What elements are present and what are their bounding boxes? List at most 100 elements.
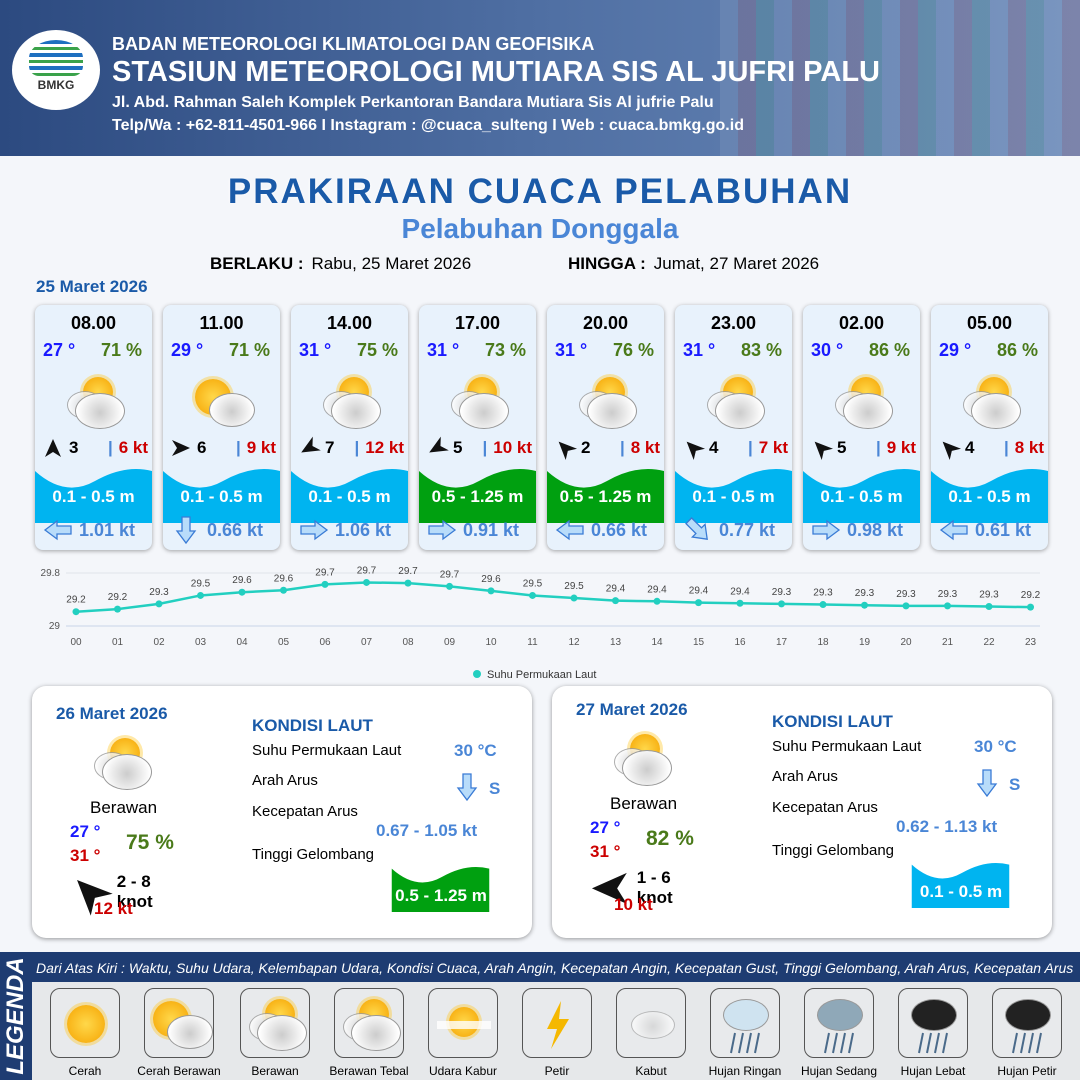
data-label: 29.4 [730,586,750,597]
weather-berawan-icon [610,730,678,790]
wind-speed: 2 [581,438,591,457]
data-point [529,591,536,599]
wind-speed: 5 [837,438,847,457]
x-tick-label: 03 [195,637,207,648]
data-label: 29.7 [440,569,460,580]
current-speed: 0.91 kt [463,519,520,540]
humidity: 76 % [612,340,654,360]
legend-item: Cerah Berawan [134,988,224,1078]
data-point [695,599,702,607]
gust: 9 kt [886,438,916,457]
legend-cerah-berawan-icon [144,988,214,1058]
temp-min: 27 ° [70,822,101,841]
gust: 6 kt [118,438,148,457]
humidity: 82 % [646,827,694,850]
y-tick-label: 29.8 [41,568,61,579]
air-temp: 29 ° [171,340,204,360]
cloud-icon [331,393,381,429]
data-label: 29.2 [66,595,86,606]
current-speed: 0.98 kt [847,519,904,540]
data-label: 29.6 [274,573,294,584]
current-speed: 0.77 kt [719,519,776,540]
forecast-card: 11.00 29 ° 71 % 6 | 9 kt 0.1 - 0.5 m 0.66 k… [163,305,280,550]
data-point [321,580,329,588]
x-tick-label: 22 [983,637,995,648]
x-tick-label: 14 [651,637,663,648]
x-tick-label: 04 [236,637,248,648]
wind: 4 | 8 kt [939,438,1044,461]
sst: 30 °C [974,737,1017,756]
legend-item: Hujan Lebat [888,988,978,1078]
cloud-icon [459,393,509,429]
cloud-icon [102,754,152,790]
gust: 12 kt [365,438,404,457]
data-label: 29.3 [813,588,833,599]
wave-height: 0.5 - 1.25 m [419,463,536,523]
time: 23.00 [710,313,757,333]
data-label: 29.3 [772,587,792,598]
current: 0.98 kt [811,519,903,541]
time: 17.00 [454,313,501,333]
current-arrow-down-icon [976,769,998,798]
air-temp: 31 ° [299,340,332,360]
wave-height: 0.1 - 0.5 m [931,463,1048,523]
kondisi-title: KONDISI LAUT [252,716,373,735]
current-direction: S [1009,775,1021,794]
cloud-icon [971,393,1021,429]
x-tick-label: 11 [527,637,538,648]
temp-min: 27 ° [590,818,621,837]
weather-cerah-berawan-icon [191,373,259,433]
current-speed: 0.66 kt [207,519,264,540]
legend-hujan-lebat-icon [898,988,968,1058]
data-label: 29.4 [689,586,709,597]
current-speed: 1.01 kt [79,519,136,540]
air-temp: 29 ° [939,340,972,360]
wind-direction-icon [45,439,61,457]
air-temp: 31 ° [555,340,588,360]
legend-item: Hujan Ringan [700,988,790,1078]
org-name: BADAN METEOROLOGI KLIMATOLOGI DAN GEOFIS… [112,34,595,54]
wind: 2 - 8 knot [70,872,153,916]
data-point [446,582,453,590]
wave-height: 0.1 - 0.5 m [675,463,792,523]
x-tick-label: 20 [900,637,912,648]
bmkg-logo: BMKG [12,30,100,110]
current: 0.61 kt [939,519,1031,541]
x-tick-label: 02 [153,637,165,648]
wind-speed: 7 [325,438,335,457]
data-point [612,597,619,605]
air-temp: 30 ° [811,340,844,360]
kondisi-title: KONDISI LAUT [772,712,893,731]
cloud-icon [587,393,637,429]
x-tick-label: 16 [734,637,746,648]
data-point [114,605,121,613]
current-arrow-left-icon [939,519,968,541]
weather-berawan-icon [959,373,1027,433]
data-label: 29.2 [108,592,128,603]
current-direction: S [489,779,501,798]
cloud-icon [257,1015,307,1051]
wave-height: 0.5 - 1.25 m [382,862,500,912]
current-arrow-left-icon [43,519,72,541]
day1-date: 25 Maret 2026 [36,277,148,296]
wind-speed: 5 [453,438,463,457]
current: 0.66 kt [555,519,647,541]
gust: 9 kt [246,438,276,457]
weather-berawan-icon [319,373,387,433]
wind: 6 | 9 kt [171,438,276,458]
wind-direction-icon [591,872,627,904]
data-point [404,579,412,587]
weather-label: Berawan [90,798,158,817]
data-label: 29.6 [481,574,501,585]
data-point [653,597,661,605]
current-arrow-left-icon [555,519,584,541]
wind: 7 | 12 kt [299,436,404,458]
wind-direction-icon [429,436,449,453]
wind-speed: 3 [69,438,79,457]
weather-berawan-icon [703,373,771,433]
legend-band: LEGENDA Dari Atas Kiri : Waktu, Suhu Uda… [0,952,1080,1080]
data-label: 29.6 [232,575,252,586]
time: 11.00 [199,313,244,333]
data-point [736,599,744,607]
daily-panel: 27 Maret 2026 Berawan 27 ° 31 ° 82 % 1 -… [552,686,1052,938]
